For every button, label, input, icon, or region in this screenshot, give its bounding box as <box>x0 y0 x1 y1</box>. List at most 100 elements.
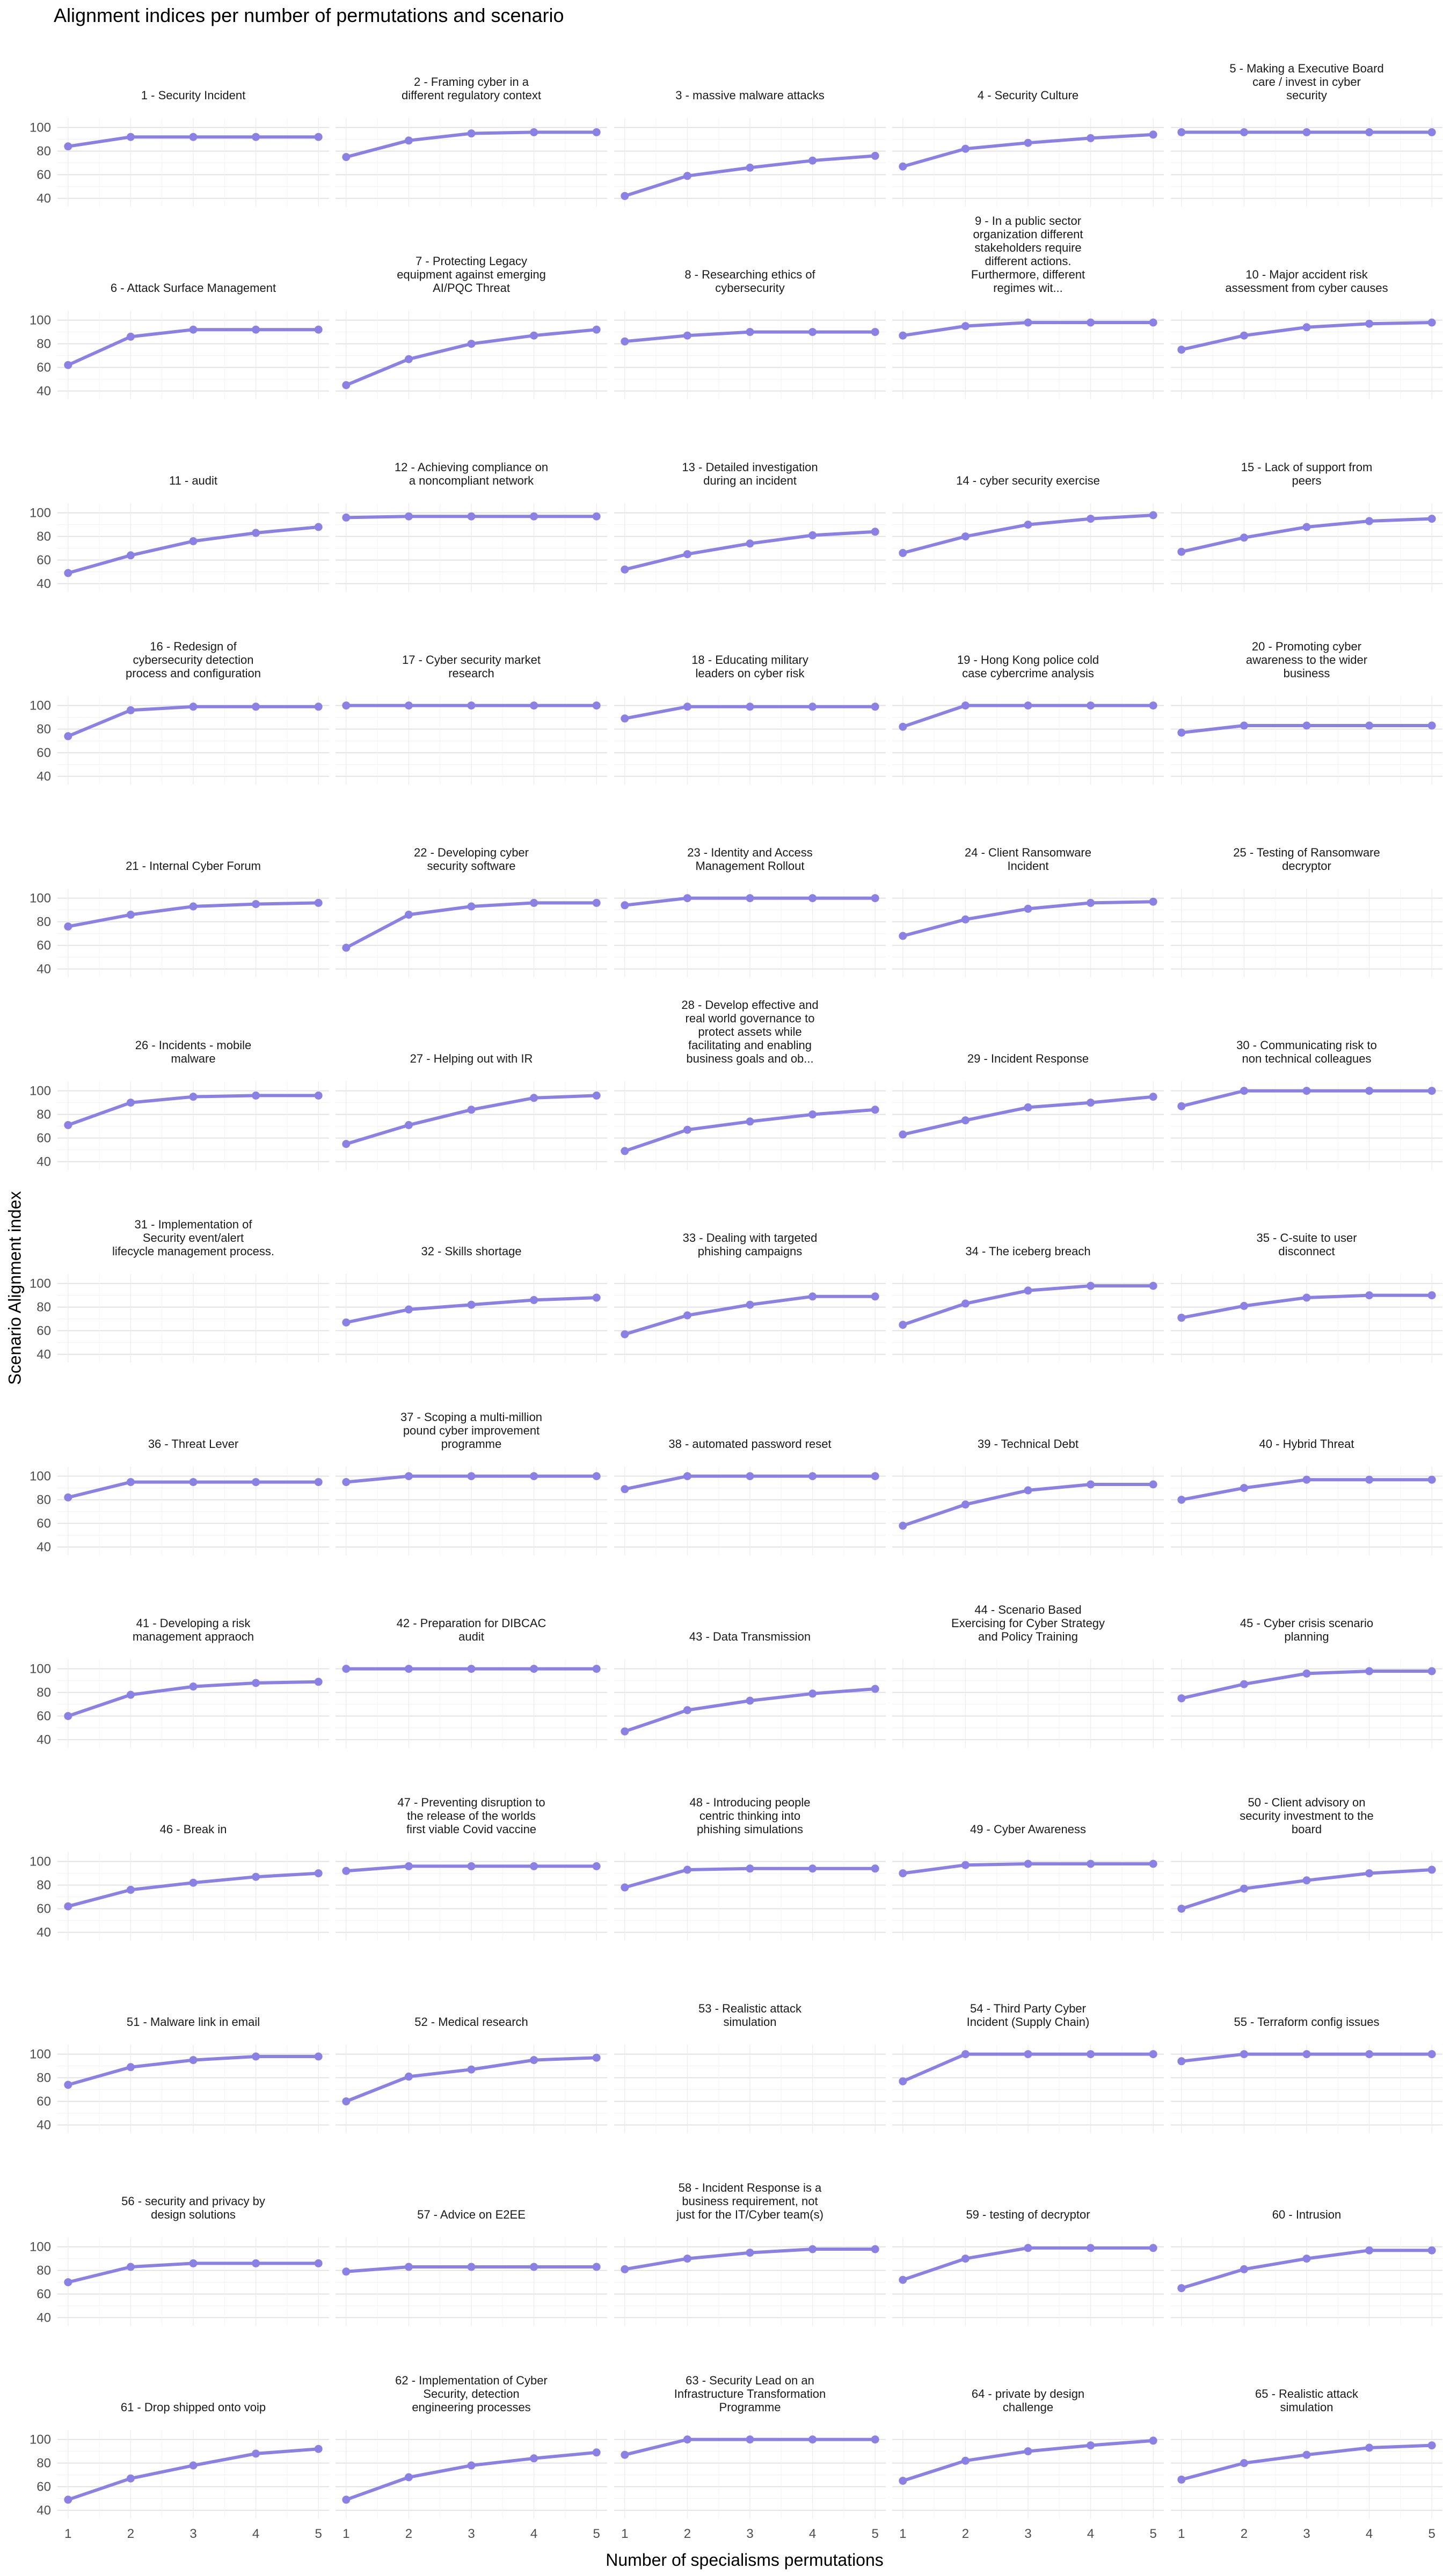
data-point <box>1427 1291 1436 1300</box>
panel-title-line: 7 - Protecting Legacy <box>416 254 527 268</box>
data-point <box>1302 2450 1311 2459</box>
y-tick-label: 60 <box>37 1131 51 1146</box>
data-point <box>1024 1860 1032 1868</box>
panel-title-line: protect assets while <box>698 1025 801 1038</box>
data-point <box>252 2259 260 2267</box>
y-tick-label: 40 <box>37 2504 51 2518</box>
y-tick-label: 60 <box>37 553 51 568</box>
data-point <box>530 2056 538 2065</box>
data-point <box>961 701 970 710</box>
data-point <box>1087 1099 1095 1107</box>
panel-title-line: engineering processes <box>412 2401 530 2414</box>
data-point <box>1087 1480 1095 1489</box>
panel-title-line: non technical colleagues <box>1242 1052 1372 1065</box>
data-point <box>1365 1291 1374 1300</box>
data-point <box>467 1106 476 1114</box>
facet-panel: 12 - Achieving compliance ona noncomplia… <box>336 460 607 592</box>
panel-title-line: equipment against emerging <box>397 268 546 281</box>
y-tick-label: 100 <box>30 891 51 906</box>
facet-panel: 38 - automated password reset <box>614 1437 886 1555</box>
data-point <box>1177 1102 1186 1110</box>
data-point <box>746 539 754 548</box>
facet-panel: 3 - massive malware attacks <box>614 89 886 207</box>
data-point <box>621 192 629 200</box>
data-point <box>1365 1869 1374 1878</box>
data-point <box>1365 2246 1374 2255</box>
panel-title-line: 56 - security and privacy by <box>121 2194 265 2208</box>
facet-panel: 51 - Malware link in email 40 60 80 100 <box>30 2015 329 2133</box>
panel-title-line: challenge <box>1003 2401 1053 2414</box>
data-point <box>1427 318 1436 327</box>
panel-title-line: 24 - Client Ransomware <box>965 846 1091 859</box>
data-point <box>1427 721 1436 730</box>
data-point <box>1302 128 1311 136</box>
panel-title-line: business goals and ob... <box>686 1052 813 1065</box>
panel-title-line: 14 - cyber security exercise <box>956 474 1100 487</box>
x-tick-label: 2 <box>684 2527 691 2541</box>
data-point <box>1240 1301 1248 1310</box>
data-point <box>1427 1475 1436 1484</box>
panel-title-line: 38 - automated password reset <box>668 1437 831 1451</box>
data-point <box>1240 2050 1248 2059</box>
data-point <box>64 142 72 151</box>
y-tick-label: 40 <box>37 2118 51 2133</box>
data-point <box>342 1140 351 1148</box>
data-point <box>64 1493 72 1502</box>
panel-title-line: 42 - Preparation for DIBCAC <box>397 1616 546 1630</box>
data-point <box>252 1872 260 1881</box>
facet-panel: 6 - Attack Surface Management 40 60 80 100 <box>30 281 329 399</box>
panel-title-line: programme <box>441 1437 501 1451</box>
facet-panel: 43 - Data Transmission <box>614 1630 886 1748</box>
x-tick-label: 5 <box>315 2527 322 2541</box>
y-tick-label: 100 <box>30 1277 51 1291</box>
data-point <box>342 153 351 162</box>
data-point <box>961 1299 970 1308</box>
facet-panel: 55 - Terraform config issues <box>1171 2015 1442 2133</box>
data-point <box>64 1902 72 1911</box>
y-tick-label: 100 <box>30 1855 51 1869</box>
y-tick-label: 60 <box>37 168 51 182</box>
data-point <box>314 325 323 334</box>
data-point <box>126 706 135 714</box>
panel-title-line: 17 - Cyber security market <box>402 653 541 667</box>
panel-title-line: real world governance to <box>686 1012 815 1025</box>
panel-title-line: simulation <box>1280 2401 1333 2414</box>
panel-title-line: simulation <box>723 2015 776 2029</box>
data-point <box>899 1321 907 1329</box>
panel-title-line: 50 - Client advisory on <box>1248 1796 1366 1809</box>
data-point <box>961 915 970 924</box>
x-tick-label: 4 <box>252 2527 259 2541</box>
data-point <box>530 1862 538 1870</box>
data-point <box>1240 533 1248 542</box>
x-tick-label: 5 <box>1150 2527 1157 2541</box>
panel-title-line: care / invest in cyber <box>1252 75 1361 89</box>
y-tick-label: 80 <box>37 1686 51 1700</box>
panel-title-line: Incident <box>1007 859 1048 873</box>
data-point <box>871 1106 879 1114</box>
data-point <box>1177 1496 1186 1504</box>
data-point <box>871 894 879 903</box>
y-tick-label: 60 <box>37 1902 51 1916</box>
panel-title-line: 46 - Break in <box>160 1823 227 1836</box>
panel-title-line: organization different <box>973 228 1083 241</box>
y-tick-label: 80 <box>37 2071 51 2085</box>
data-point <box>871 702 879 711</box>
panel-title-line: 19 - Hong Kong police cold <box>957 653 1099 667</box>
data-point <box>746 2435 754 2444</box>
data-point <box>1087 2244 1095 2252</box>
data-point <box>1240 721 1248 730</box>
data-point <box>1365 1667 1374 1675</box>
panel-title-line: 36 - Threat Lever <box>148 1437 238 1451</box>
data-point <box>1177 1313 1186 1322</box>
panel-title-line: design solutions <box>151 2208 236 2221</box>
data-point <box>189 1093 198 1101</box>
panel-title-line: board <box>1292 1823 1322 1836</box>
